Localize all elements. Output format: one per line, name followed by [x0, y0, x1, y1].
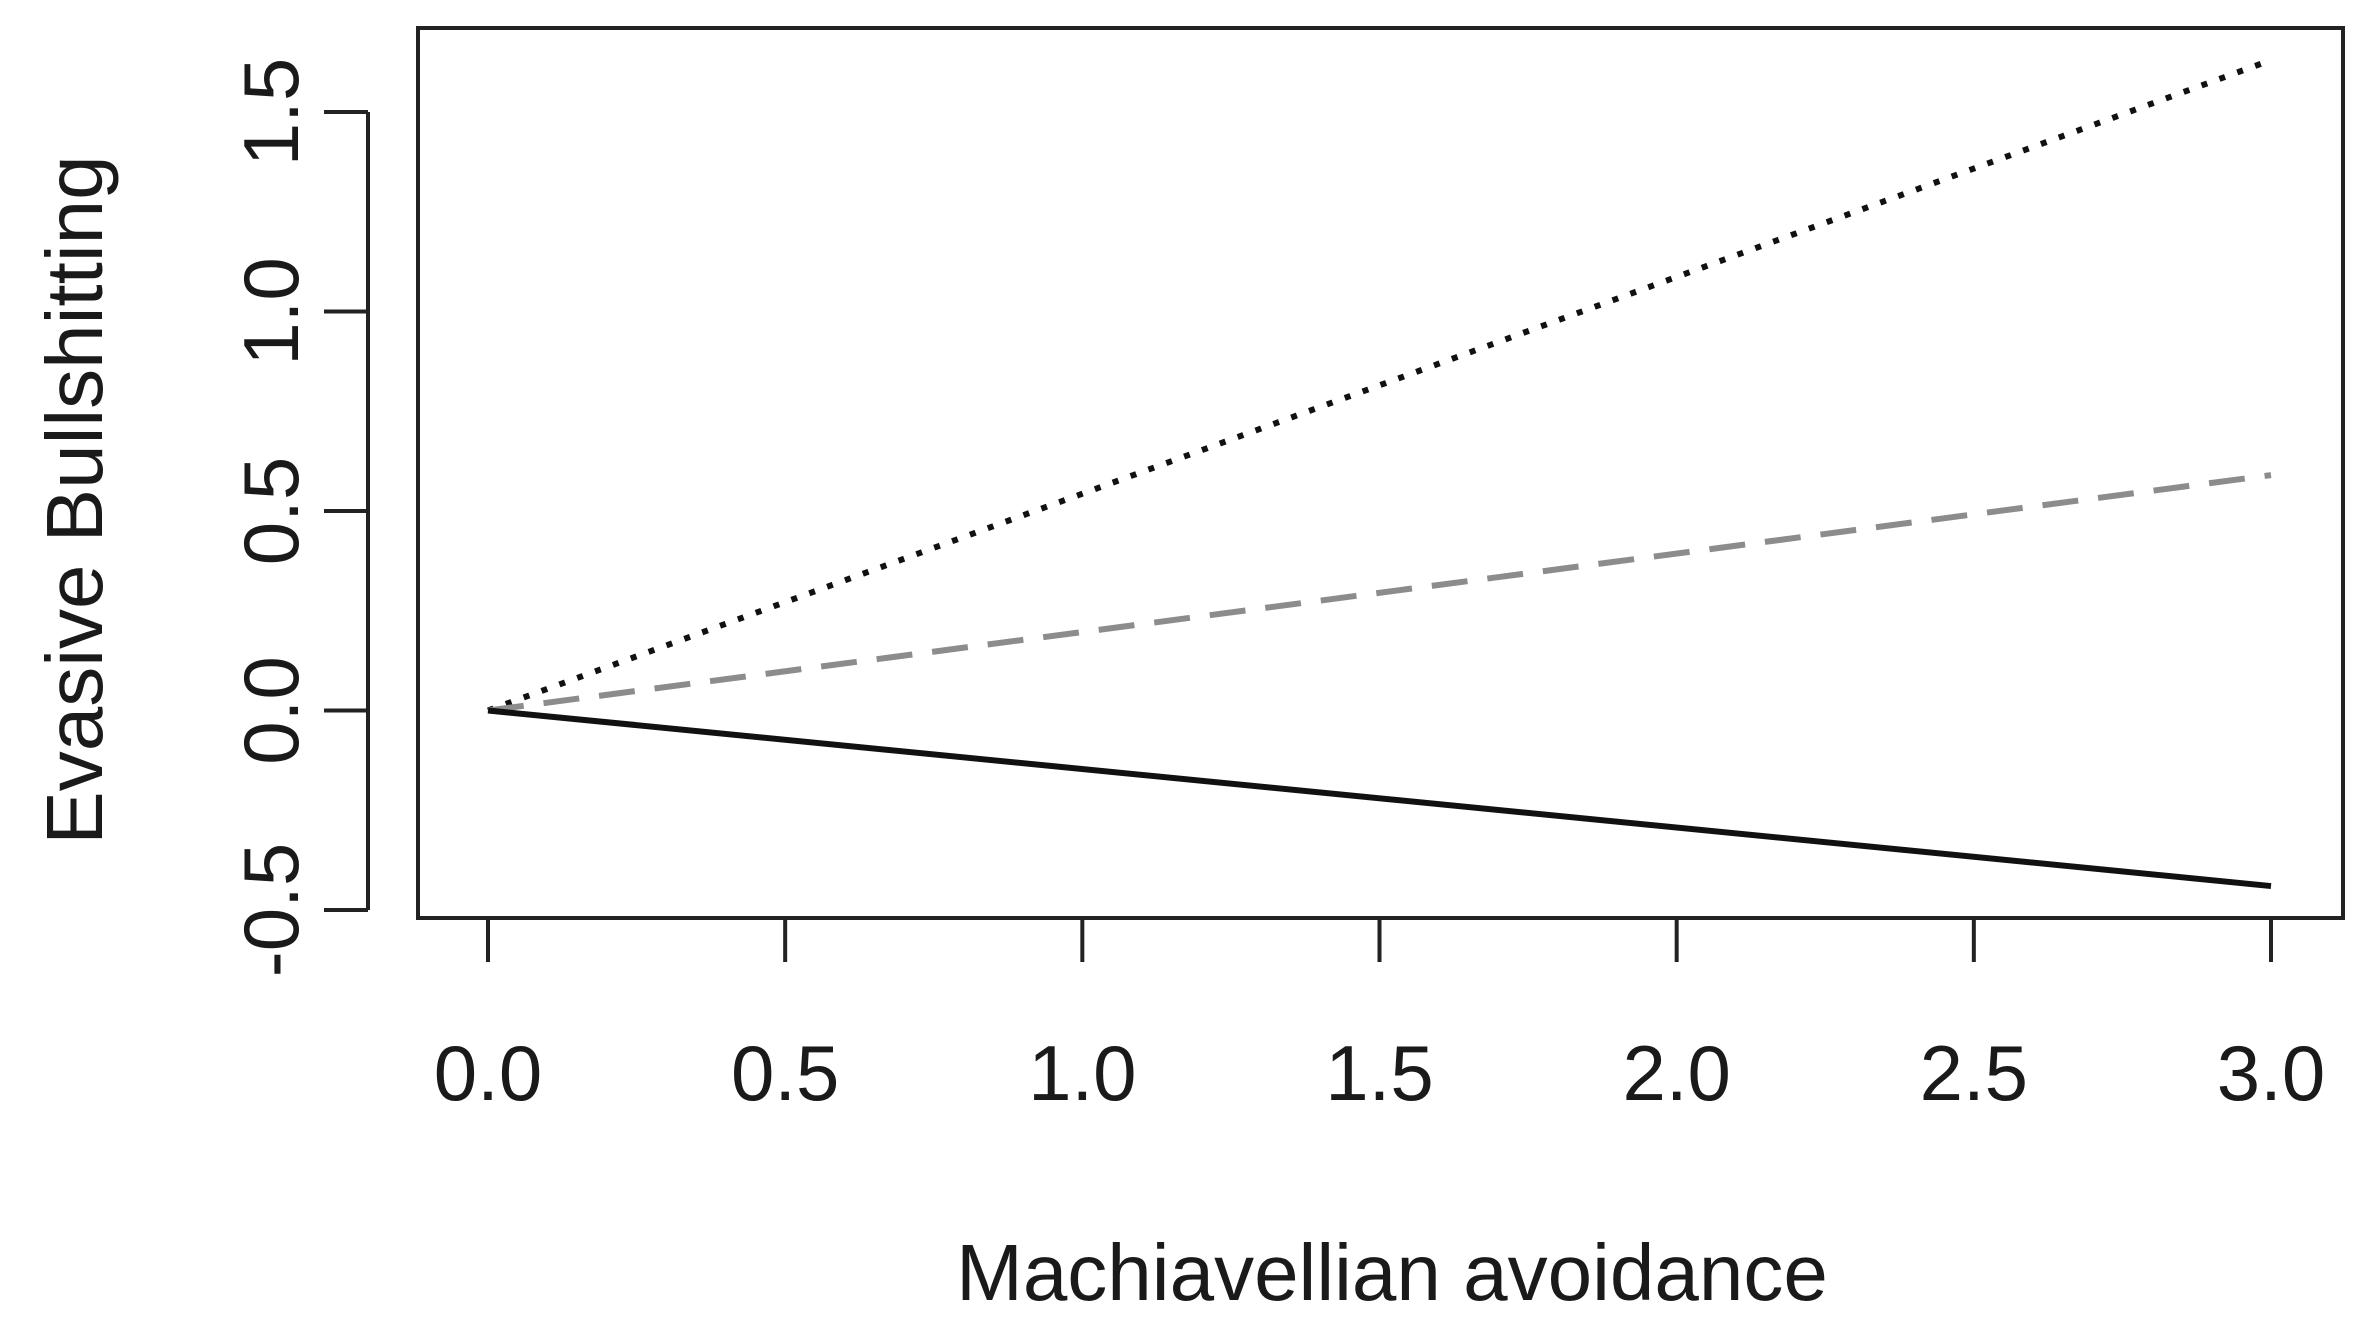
y-tick-label: 1.0 — [227, 257, 315, 365]
y-axis-label: Evasive Bullshitting — [30, 155, 119, 844]
y-tick-label: -0.5 — [227, 843, 315, 977]
plot-frame — [416, 26, 2345, 920]
x-tick-label: 0.5 — [731, 1029, 839, 1117]
series-layer — [486, 57, 2273, 890]
series-line-solid — [487, 707, 2272, 890]
x-tick-label: 1.5 — [1325, 1029, 1433, 1117]
x-tick-label: 2.5 — [1920, 1029, 2028, 1117]
y-axis: -0.5 0.0 0.5 1.0 1.5 — [227, 58, 370, 977]
x-axis-label: Machiavellian avoidance — [956, 1228, 1828, 1317]
x-tick-label: 1.0 — [1028, 1029, 1136, 1117]
series-line-dashed — [487, 472, 2272, 714]
series-line-dotted — [486, 57, 2273, 714]
y-tick-label: 0.0 — [227, 656, 315, 764]
x-tick-label: 2.0 — [1622, 1029, 1730, 1117]
x-tick-label: 3.0 — [2217, 1029, 2325, 1117]
x-tick-label: 0.0 — [434, 1029, 542, 1117]
y-tick-label: 0.5 — [227, 457, 315, 565]
y-tick-label: 1.5 — [227, 58, 315, 166]
x-axis: 0.0 0.5 1.0 1.5 2.0 2.5 3.0 — [434, 916, 2325, 1117]
